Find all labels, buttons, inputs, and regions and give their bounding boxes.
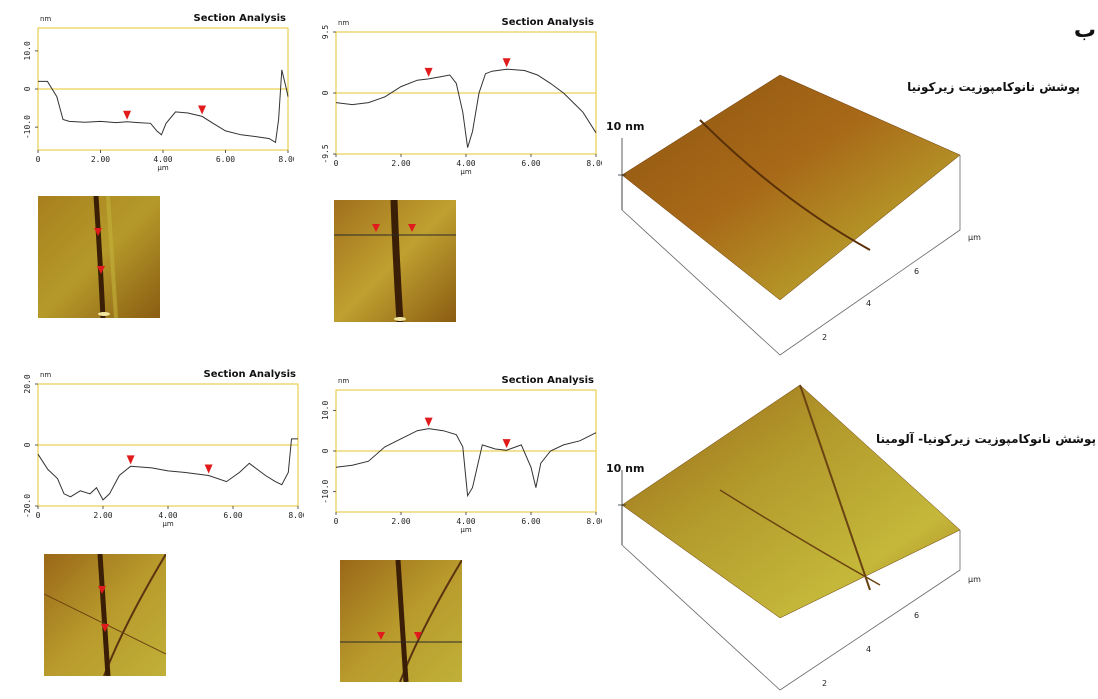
chart-title: Section Analysis bbox=[502, 375, 595, 386]
x-tick-label: 2.00 bbox=[93, 511, 112, 520]
x-tick-label: 4.00 bbox=[456, 159, 475, 168]
section-profile-line bbox=[37, 438, 298, 501]
section-chart-1: Section Analysis nm 10.0 0 -10.0 0 2.00 4.00 6.0… bbox=[23, 13, 294, 172]
x-tick-label: 6.00 bbox=[521, 517, 540, 526]
axis-tick: 6 bbox=[914, 267, 919, 276]
marker-triangle bbox=[98, 586, 106, 594]
y-axis-unit: nm bbox=[338, 377, 349, 385]
caption-zirconia: پوشش نانوکامپوزیت زیرکونیا bbox=[907, 80, 1080, 94]
y-tick-label: 0 bbox=[23, 442, 32, 447]
x-tick-label: 0 bbox=[36, 511, 41, 520]
x-tick-label: 8.00 bbox=[288, 511, 304, 520]
caption-zirconia-alumina: پوشش نانوکامپوزیت زیرکونیا- آلومینا bbox=[876, 432, 1096, 446]
chart-title: Section Analysis bbox=[502, 17, 595, 28]
section-chart-3: Section Analysis nm 20.0 0 -20.0 0 2.00 4.00 6.0… bbox=[23, 369, 304, 528]
x-tick-label: 4.00 bbox=[158, 511, 177, 520]
marker-triangle bbox=[372, 224, 380, 232]
x-axis-unit: µm bbox=[460, 526, 471, 534]
x-tick-label: 8.00 bbox=[586, 517, 602, 526]
x-tick-label: 8.00 bbox=[586, 159, 602, 168]
x-tick-label: 0 bbox=[334, 159, 339, 168]
y-tick-label: -9.5 bbox=[321, 144, 330, 163]
cursor-marker bbox=[204, 464, 213, 474]
x-tick-label: 8.00 bbox=[278, 155, 294, 164]
axis-tick: 2 bbox=[822, 679, 827, 688]
marker-triangle bbox=[414, 632, 422, 640]
y-tick-label: 10.0 bbox=[321, 401, 330, 420]
section-profile-line bbox=[335, 428, 597, 498]
y-axis-unit: nm bbox=[338, 19, 349, 27]
axis-tick: 6 bbox=[914, 611, 919, 620]
cursor-marker bbox=[198, 105, 207, 115]
y-tick-label: 0 bbox=[23, 86, 32, 91]
cursor-marker bbox=[126, 455, 135, 465]
cursor-marker bbox=[424, 417, 433, 427]
section-profile-line bbox=[38, 69, 289, 144]
afm-image-4 bbox=[340, 560, 462, 682]
x-axis-unit: µm bbox=[460, 168, 471, 176]
cursor-marker bbox=[424, 67, 433, 77]
y-tick-label: 0 bbox=[321, 448, 330, 453]
y-tick-label: 0 bbox=[321, 90, 330, 95]
x-tick-label: 4.00 bbox=[456, 517, 475, 526]
x-tick-label: 2.00 bbox=[391, 159, 410, 168]
cursor-marker bbox=[502, 58, 511, 68]
axis-tick: 4 bbox=[866, 299, 871, 308]
axis-tick: 2 bbox=[822, 333, 827, 342]
y-axis-unit: nm bbox=[40, 15, 51, 23]
x-tick-label: 6.00 bbox=[521, 159, 540, 168]
x-tick-label: 4.00 bbox=[153, 155, 172, 164]
axis-unit-label: µm bbox=[968, 575, 981, 584]
x-tick-label: 6.00 bbox=[216, 155, 235, 164]
y-tick-label: -10.0 bbox=[321, 479, 330, 503]
x-tick-label: 2.00 bbox=[391, 517, 410, 526]
surface-plot-2: 10 nm µm 6 4 2 bbox=[606, 384, 981, 691]
chart-title: Section Analysis bbox=[194, 13, 287, 24]
y-tick-label: -20.0 bbox=[23, 494, 32, 518]
marker-triangle bbox=[101, 624, 109, 632]
x-tick-label: 0 bbox=[334, 517, 339, 526]
chart-title: Section Analysis bbox=[204, 369, 297, 380]
x-axis-unit: µm bbox=[162, 520, 173, 528]
y-tick-label: 20.0 bbox=[23, 374, 32, 393]
section-chart-2: Section Analysis nm 9.5 0 -9.5 0 2.00 4.00 6.00 8… bbox=[321, 17, 602, 176]
y-tick-label: 9.5 bbox=[321, 25, 330, 40]
afm-image-2 bbox=[334, 200, 456, 322]
afm-image-1 bbox=[38, 196, 160, 318]
marker-triangle bbox=[97, 266, 105, 274]
axis-unit-label: µm bbox=[968, 233, 981, 242]
section-chart-4: Section Analysis nm 10.0 0 -10.0 0 2.00 4.00 6.0… bbox=[321, 375, 602, 534]
x-tick-label: 2.00 bbox=[91, 155, 110, 164]
section-profile-line bbox=[335, 68, 597, 148]
cursor-marker bbox=[502, 439, 511, 449]
marker-triangle bbox=[94, 228, 102, 236]
corner-label: ب bbox=[1073, 18, 1096, 43]
afm-image-3 bbox=[44, 554, 166, 676]
axis-tick: 4 bbox=[866, 645, 871, 654]
x-axis-unit: µm bbox=[157, 164, 168, 172]
y-tick-label: -10.0 bbox=[23, 115, 32, 139]
y-tick-label: 10.0 bbox=[23, 41, 32, 60]
marker-triangle bbox=[408, 224, 416, 232]
surface-plot-1: 10 nm µm 6 4 2 bbox=[606, 74, 981, 356]
cursor-marker bbox=[123, 110, 132, 120]
x-tick-label: 0 bbox=[36, 155, 41, 164]
marker-triangle bbox=[377, 632, 385, 640]
z-axis-label: 10 nm bbox=[606, 120, 644, 133]
y-axis-unit: nm bbox=[40, 371, 51, 379]
z-axis-label: 10 nm bbox=[606, 462, 644, 475]
x-tick-label: 6.00 bbox=[223, 511, 242, 520]
